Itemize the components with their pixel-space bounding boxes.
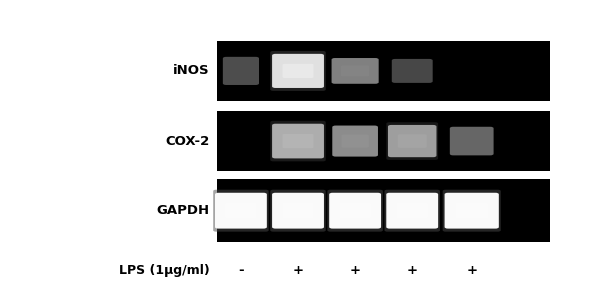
FancyBboxPatch shape [340, 203, 371, 218]
Text: LPS (1μg/ml): LPS (1μg/ml) [119, 264, 210, 278]
FancyBboxPatch shape [217, 179, 550, 242]
FancyBboxPatch shape [341, 65, 369, 76]
FancyBboxPatch shape [384, 190, 440, 232]
Text: -: - [238, 264, 244, 278]
FancyBboxPatch shape [225, 203, 257, 218]
FancyBboxPatch shape [282, 203, 314, 218]
FancyBboxPatch shape [456, 203, 488, 218]
FancyBboxPatch shape [282, 64, 314, 78]
FancyBboxPatch shape [341, 135, 369, 148]
FancyBboxPatch shape [217, 41, 550, 101]
FancyBboxPatch shape [332, 58, 379, 84]
FancyBboxPatch shape [327, 190, 383, 232]
FancyBboxPatch shape [445, 193, 499, 229]
Text: +: + [466, 264, 477, 278]
FancyBboxPatch shape [282, 134, 314, 148]
FancyBboxPatch shape [443, 190, 501, 232]
FancyBboxPatch shape [270, 121, 326, 161]
Text: +: + [349, 264, 360, 278]
FancyBboxPatch shape [217, 111, 550, 171]
FancyBboxPatch shape [332, 125, 378, 157]
FancyBboxPatch shape [386, 122, 438, 160]
FancyBboxPatch shape [386, 193, 438, 229]
FancyBboxPatch shape [272, 124, 324, 158]
Text: iNOS: iNOS [173, 64, 210, 77]
FancyBboxPatch shape [213, 190, 269, 232]
FancyBboxPatch shape [329, 193, 381, 229]
Text: +: + [292, 264, 303, 278]
FancyBboxPatch shape [270, 51, 326, 91]
FancyBboxPatch shape [223, 57, 259, 85]
Text: COX-2: COX-2 [166, 135, 210, 148]
FancyBboxPatch shape [397, 203, 428, 218]
FancyBboxPatch shape [392, 59, 433, 83]
Text: +: + [406, 264, 418, 278]
FancyBboxPatch shape [388, 125, 437, 157]
Text: GAPDH: GAPDH [157, 204, 210, 217]
FancyBboxPatch shape [398, 134, 427, 148]
FancyBboxPatch shape [215, 193, 267, 229]
FancyBboxPatch shape [272, 54, 324, 88]
FancyBboxPatch shape [270, 190, 326, 232]
FancyBboxPatch shape [272, 193, 324, 229]
FancyBboxPatch shape [450, 127, 494, 155]
